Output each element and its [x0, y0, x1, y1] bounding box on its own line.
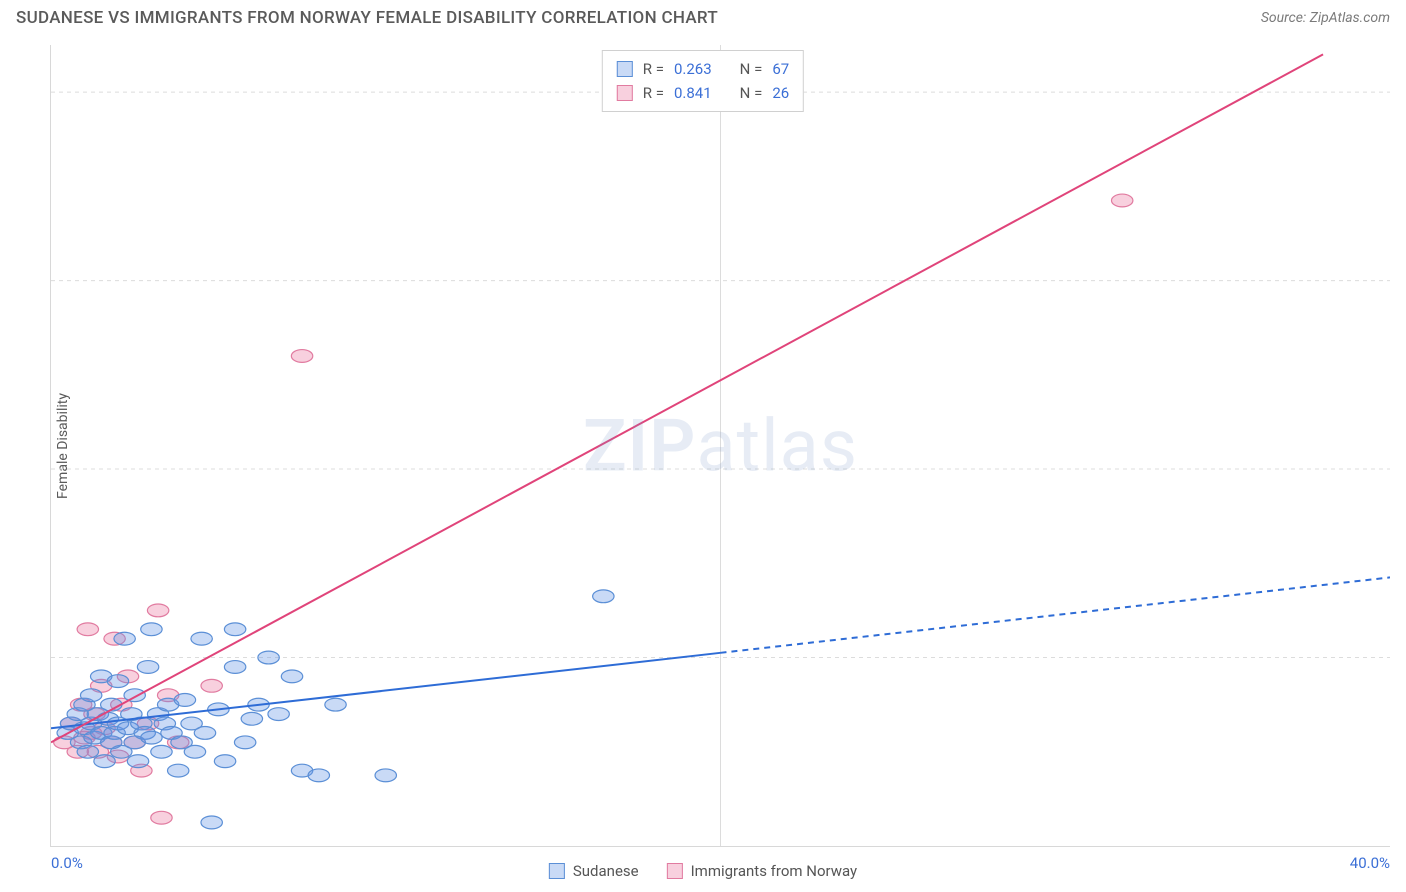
r-label: R = [643, 57, 664, 81]
x-tick-label: 0.0% [51, 854, 83, 872]
n-value-sudanese: 67 [772, 57, 789, 81]
n-value-norway: 26 [772, 81, 789, 105]
correlation-legend: R = 0.263 N = 67 R = 0.841 N = 26 [602, 50, 804, 112]
series-legend: Sudanese Immigrants from Norway [549, 862, 857, 880]
r-value-sudanese: 0.263 [674, 57, 712, 81]
legend-label-norway: Immigrants from Norway [691, 862, 858, 880]
n-label: N = [740, 81, 763, 105]
x-tick-label: 40.0% [1350, 854, 1390, 872]
r-label: R = [643, 81, 664, 105]
legend-item-sudanese: Sudanese [549, 862, 639, 880]
chart-title: SUDANESE VS IMMIGRANTS FROM NORWAY FEMAL… [16, 8, 718, 28]
swatch-norway-bottom [667, 863, 683, 879]
legend-row-sudanese: R = 0.263 N = 67 [617, 57, 789, 81]
swatch-sudanese-bottom [549, 863, 565, 879]
n-label: N = [740, 57, 763, 81]
legend-row-norway: R = 0.841 N = 26 [617, 81, 789, 105]
swatch-norway [617, 85, 633, 101]
title-bar: SUDANESE VS IMMIGRANTS FROM NORWAY FEMAL… [0, 0, 1406, 32]
chart-plot-area: ZIPatlas 20.0%40.0%60.0%80.0%0.0%40.0% [50, 45, 1390, 847]
swatch-sudanese [617, 61, 633, 77]
legend-item-norway: Immigrants from Norway [667, 862, 858, 880]
source-label: Source: ZipAtlas.com [1261, 10, 1390, 26]
scatter-plot-svg [51, 45, 1390, 846]
r-value-norway: 0.841 [674, 81, 712, 105]
legend-label-sudanese: Sudanese [573, 862, 639, 880]
